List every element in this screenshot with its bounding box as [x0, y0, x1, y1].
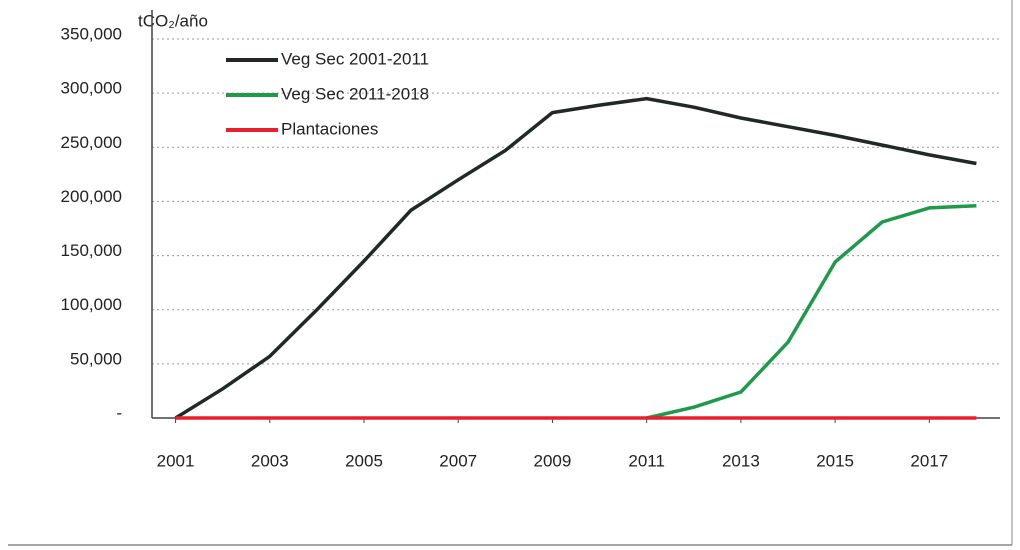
y-tick-label: - [116, 403, 122, 422]
series-line [646, 204, 977, 420]
y-tick-label: 100,000 [61, 295, 122, 314]
y-tick-label: 250,000 [61, 133, 122, 152]
legend-label: Veg Sec 2011-2018 [281, 84, 429, 103]
x-tick-label: 2011 [628, 451, 665, 470]
x-tick-label: 2017 [910, 451, 948, 470]
x-tick-label: 2015 [816, 451, 854, 470]
y-axis-label: tCO₂/año [138, 11, 208, 30]
y-tick-label: 150,000 [61, 241, 122, 260]
legend-label: Plantaciones [281, 119, 378, 138]
y-tick-label: 200,000 [61, 187, 122, 206]
x-tick-label: 2013 [722, 451, 760, 470]
legend-label: Veg Sec 2001-2011 [281, 49, 429, 68]
x-tick-label: 2007 [439, 451, 477, 470]
series-line [174, 96, 977, 420]
y-tick-label: 350,000 [61, 24, 122, 43]
y-tick-label: 300,000 [61, 79, 122, 98]
x-tick-label: 2009 [534, 451, 572, 470]
y-tick-label: 50,000 [70, 349, 122, 368]
x-tick-label: 2001 [157, 451, 195, 470]
x-tick-label: 2005 [345, 451, 383, 470]
x-tick-label: 2003 [251, 451, 289, 470]
